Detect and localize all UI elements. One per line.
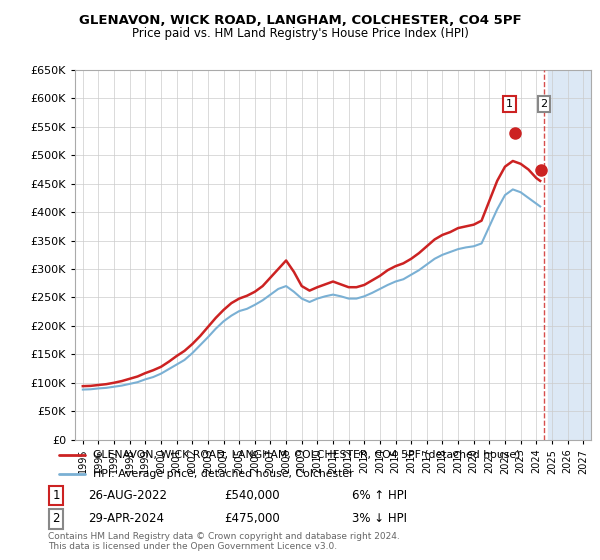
Text: £475,000: £475,000 xyxy=(224,512,280,525)
Text: 2: 2 xyxy=(541,99,548,109)
Text: Price paid vs. HM Land Registry's House Price Index (HPI): Price paid vs. HM Land Registry's House … xyxy=(131,27,469,40)
Text: 3% ↓ HPI: 3% ↓ HPI xyxy=(352,512,407,525)
Text: 29-APR-2024: 29-APR-2024 xyxy=(88,512,164,525)
Text: 6% ↑ HPI: 6% ↑ HPI xyxy=(352,489,407,502)
Text: 1: 1 xyxy=(52,489,60,502)
Text: GLENAVON, WICK ROAD, LANGHAM, COLCHESTER, CO4 5PF: GLENAVON, WICK ROAD, LANGHAM, COLCHESTER… xyxy=(79,14,521,27)
Bar xyxy=(548,70,591,440)
Text: GLENAVON, WICK ROAD, LANGHAM, COLCHESTER, CO4 5PF (detached house): GLENAVON, WICK ROAD, LANGHAM, COLCHESTER… xyxy=(94,450,521,460)
Text: 1: 1 xyxy=(506,99,513,109)
Text: Contains HM Land Registry data © Crown copyright and database right 2024.
This d: Contains HM Land Registry data © Crown c… xyxy=(48,532,400,552)
Text: 26-AUG-2022: 26-AUG-2022 xyxy=(88,489,167,502)
Text: HPI: Average price, detached house, Colchester: HPI: Average price, detached house, Colc… xyxy=(94,469,354,479)
Text: 2: 2 xyxy=(52,512,60,525)
Text: £540,000: £540,000 xyxy=(224,489,280,502)
